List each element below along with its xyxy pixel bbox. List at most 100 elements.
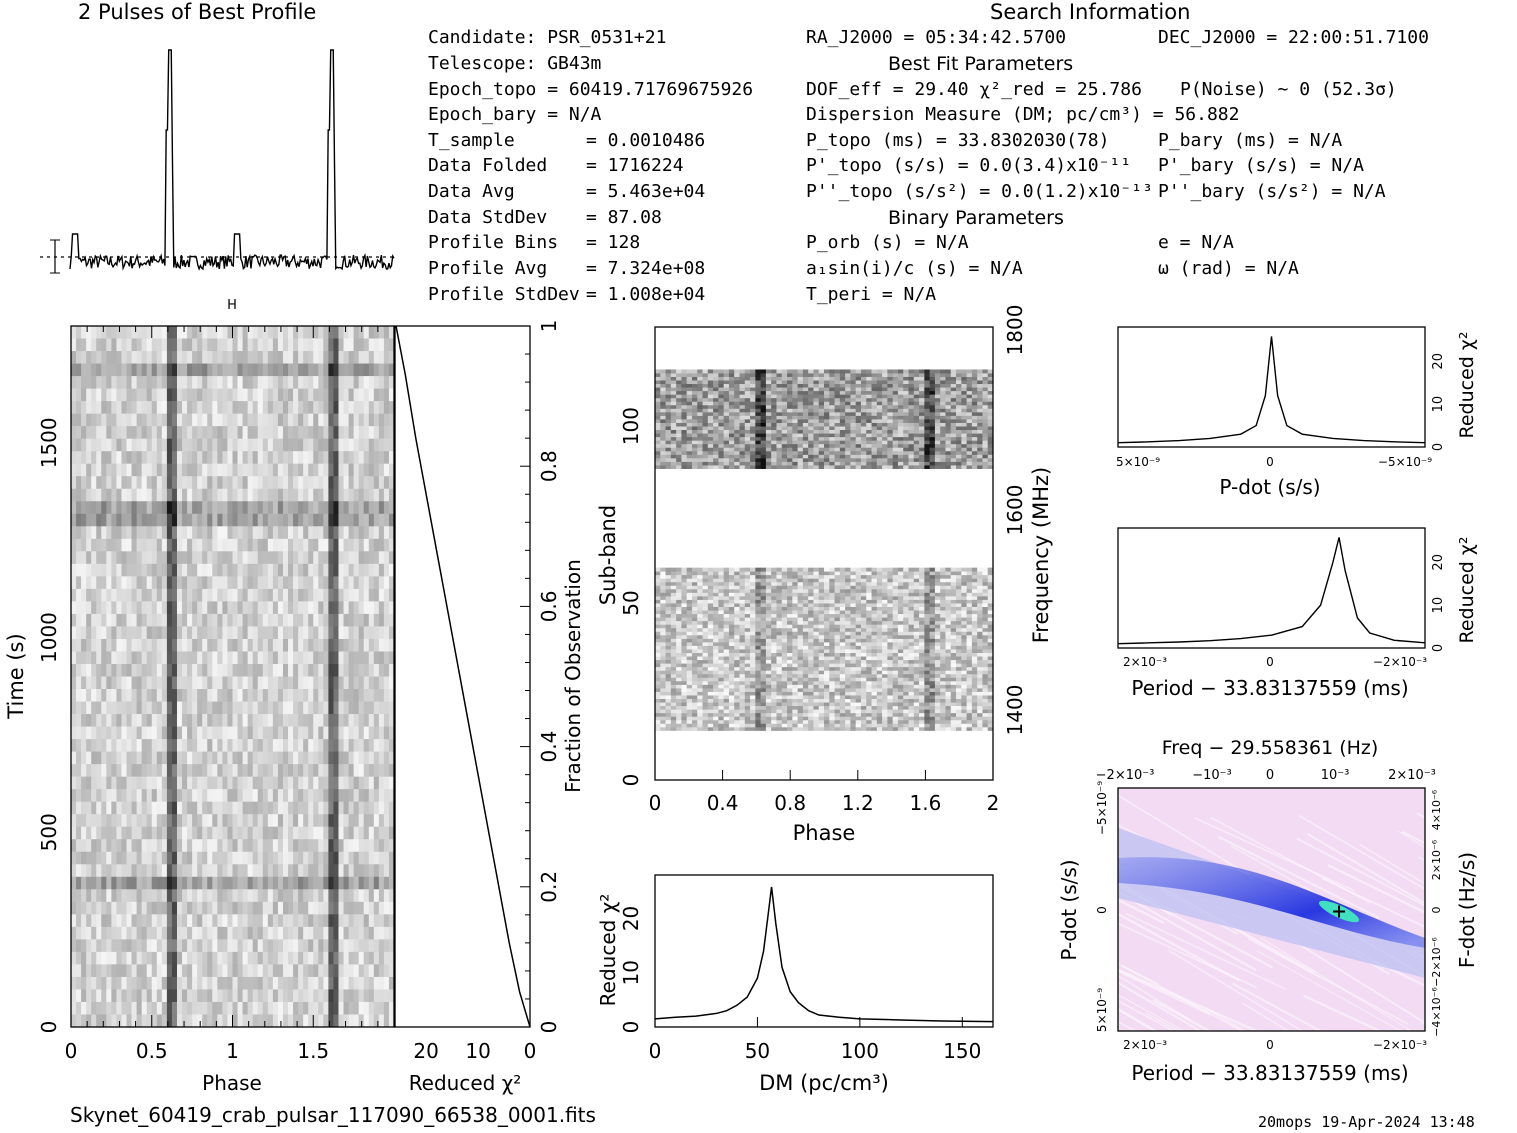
time-phase-cell (313, 976, 319, 990)
subband-cell (813, 670, 820, 675)
time-phase-cell (161, 851, 168, 865)
time-phase-cell (333, 663, 339, 677)
time-phase-cell (182, 826, 188, 840)
time-phase-cell (192, 501, 198, 515)
subband-cell (982, 684, 989, 689)
subband-cell (691, 670, 698, 675)
subband-cell (956, 670, 962, 675)
time-phase-cell (358, 1014, 365, 1028)
time-phase-cell (333, 588, 339, 602)
time-phase-cell (176, 376, 183, 389)
time-phase-cell (156, 989, 163, 1003)
time-phase-cell (151, 814, 158, 828)
time-phase-cell (156, 601, 163, 615)
chi-time-ytick: 0.2 (537, 871, 561, 903)
time-phase-cell (227, 801, 233, 815)
time-phase-cell (368, 426, 375, 440)
time-phase-cell (217, 926, 223, 940)
time-phase-cell (212, 438, 218, 452)
time-phase-cell (323, 939, 329, 953)
time-phase-cell (358, 939, 365, 953)
time-phase-cell (81, 551, 87, 565)
time-phase-cell (267, 488, 274, 502)
time-phase-cell (146, 351, 153, 364)
time-phase-cell (277, 776, 284, 790)
time-phase-cell (333, 613, 339, 627)
time-phase-cell (328, 814, 334, 828)
subband-cell (676, 709, 682, 714)
time-phase-cell (176, 401, 183, 415)
time-phase-cell (343, 939, 349, 953)
time-phase-cell (96, 563, 102, 577)
time-phase-cell (378, 476, 385, 490)
time-phase-cell (343, 538, 349, 552)
time-phase-cell (86, 551, 92, 565)
time-phase-cell (161, 839, 168, 853)
subband-cell (945, 691, 952, 696)
subband-cell (776, 670, 783, 675)
time-phase-cell (348, 538, 355, 552)
time-phase-cell (383, 388, 390, 402)
time-phase-cell (106, 601, 112, 615)
time-phase-cell (131, 563, 138, 577)
time-phase-cell (288, 651, 294, 665)
time-phase-cell (227, 576, 233, 590)
subband-cell (670, 719, 677, 724)
time-phase-cell (202, 989, 208, 1003)
subband-cell (871, 687, 878, 692)
subband-cell (956, 659, 962, 664)
time-phase-cell (187, 801, 193, 815)
time-phase-cell (232, 951, 238, 965)
subband-cell (845, 659, 851, 664)
time-phase-cell (151, 1014, 158, 1028)
time-phase-cell (282, 651, 289, 665)
time-phase-cell (313, 326, 319, 339)
subband-cell (713, 705, 719, 710)
time-phase-cell (378, 338, 385, 352)
subband-cell (897, 663, 904, 668)
time-phase-cell (76, 951, 82, 965)
time-phase-cell (176, 576, 183, 590)
time-phase-cell (378, 551, 385, 565)
subband-cell (718, 659, 725, 664)
subband-cell (655, 684, 661, 689)
time-phase-cell (318, 726, 324, 740)
time-phase-cell (217, 689, 223, 702)
subband-cell (818, 698, 825, 703)
time-phase-cell (252, 814, 259, 828)
time-phase-cell (272, 576, 279, 590)
subband-cell (887, 705, 894, 710)
subband-cell (892, 716, 899, 721)
time-phase-cell (277, 689, 284, 702)
time-phase-cell (227, 388, 233, 402)
subband-cell (691, 705, 698, 710)
subband-cell (750, 709, 756, 714)
subband-cell (929, 670, 936, 675)
time-phase-cell (131, 338, 138, 352)
time-phase-cell (81, 864, 87, 878)
subband-cell (660, 673, 666, 678)
subband-cell (882, 726, 888, 731)
subband-cell (871, 723, 878, 728)
subband-cell (681, 684, 688, 689)
time-phase-cell (81, 814, 87, 828)
time-phase-cell (96, 876, 102, 890)
time-phase-cell (106, 451, 112, 465)
time-phase-cell (257, 376, 264, 389)
time-phase-cell (303, 401, 309, 415)
subband-cell (670, 702, 677, 707)
subband-cell (787, 702, 793, 707)
time-phase-cell (202, 851, 208, 865)
time-phase-cell (71, 601, 77, 615)
subband-cell (892, 684, 899, 689)
time-phase-cell (247, 889, 254, 903)
subband-cell (676, 677, 682, 682)
time-phase-cell (187, 751, 193, 765)
time-phase-cell (343, 613, 349, 627)
time-phase-cell (222, 901, 228, 915)
time-phase-cell (348, 576, 355, 590)
time-phase-cell (141, 826, 148, 840)
time-phase-cell (207, 876, 213, 890)
time-phase-cell (197, 476, 203, 490)
time-phase-cell (288, 851, 294, 865)
